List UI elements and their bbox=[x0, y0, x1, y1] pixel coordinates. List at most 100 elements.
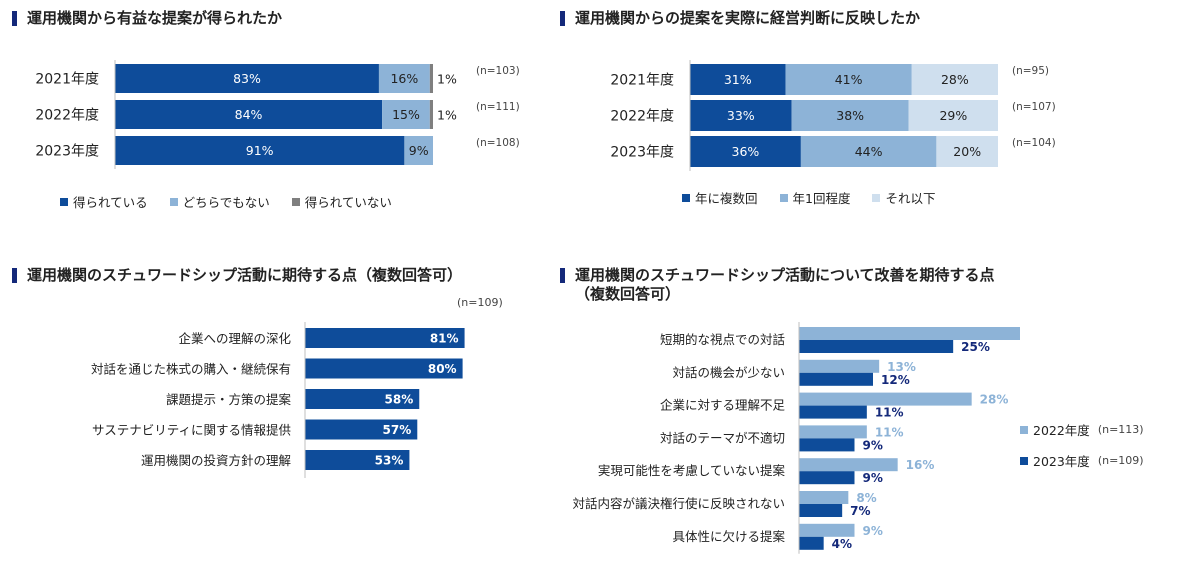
bar bbox=[799, 340, 954, 353]
bar bbox=[799, 392, 972, 406]
legend-label: それ以下 bbox=[885, 191, 936, 206]
category-label: 2023年度 bbox=[35, 144, 99, 160]
legend-item-multiple: 年に複数回 bbox=[682, 188, 758, 207]
bar bbox=[305, 389, 420, 409]
bar bbox=[799, 491, 849, 504]
bar bbox=[799, 425, 867, 439]
bar-segment bbox=[115, 100, 383, 129]
data-label: 28% bbox=[980, 393, 1009, 407]
chart-expectations: 企業への理解の深化 81% 対話を通じた株式の購入・継続保有 80% 課題提示・方策の提… bbox=[91, 322, 465, 478]
data-label: 1% bbox=[437, 72, 457, 87]
data-label: 20% bbox=[953, 144, 981, 159]
data-label: 16% bbox=[906, 458, 935, 472]
data-label: 80% bbox=[428, 362, 457, 376]
bar-segment bbox=[690, 100, 792, 131]
data-label: 41% bbox=[835, 72, 863, 87]
bar bbox=[799, 327, 1020, 340]
data-label: 7% bbox=[850, 504, 870, 518]
category-label: 対話を通じた株式の購入・継続保有 bbox=[91, 362, 291, 377]
category-label: サステナビリティに関する情報提供 bbox=[92, 423, 291, 438]
bar-segment bbox=[429, 100, 433, 129]
category-label: 2022年度 bbox=[35, 108, 99, 124]
bar bbox=[799, 471, 855, 485]
data-label: 1% bbox=[437, 108, 457, 123]
n-label: (n=108) bbox=[476, 137, 520, 149]
data-label: 84% bbox=[235, 107, 263, 122]
bar-segment bbox=[115, 136, 405, 165]
panel2-title-row: 運用機関からの提案を実際に経営判断に反映したか bbox=[560, 9, 920, 28]
legend-item-2023: 2023年度 (n=109) bbox=[1020, 451, 1144, 470]
legend-n: (n=109) bbox=[1097, 454, 1144, 467]
title-marker bbox=[12, 11, 17, 26]
data-label: 15% bbox=[392, 107, 420, 122]
legend-label: 2022年度 bbox=[1033, 423, 1090, 438]
legend-label: 得られている bbox=[73, 195, 148, 210]
data-label: 16% bbox=[390, 71, 418, 86]
bar-segment bbox=[378, 64, 430, 93]
chart-improvements: 短期的な視点での対話36%25%対話の機会が少ない13%12%企業に対する理解不… bbox=[572, 322, 1020, 554]
legend-n: (n=113) bbox=[1097, 423, 1144, 436]
bar-segment bbox=[690, 136, 801, 167]
bar-segment bbox=[429, 64, 433, 93]
bar-segment bbox=[800, 136, 937, 167]
bar-segment bbox=[404, 136, 433, 165]
category-label: 2021年度 bbox=[35, 72, 99, 88]
data-label: 44% bbox=[855, 144, 883, 159]
category-label: 短期的な視点での対話 bbox=[660, 332, 785, 347]
data-label: 33% bbox=[727, 108, 755, 123]
n-label: (n=103) bbox=[476, 65, 520, 77]
data-label: 11% bbox=[875, 406, 904, 420]
legend-label: 年に複数回 bbox=[695, 191, 758, 206]
category-label: 対話の機会が少ない bbox=[672, 365, 785, 380]
legend-item-no: 得られていない bbox=[291, 192, 392, 211]
category-label: 2022年度 bbox=[610, 109, 674, 125]
bar bbox=[305, 450, 410, 470]
panel1-title-row: 運用機関から有益な提案が得られたか bbox=[12, 9, 282, 28]
data-label: 83% bbox=[233, 71, 261, 86]
legend-item-once: 年1回程度 bbox=[779, 188, 851, 207]
bar bbox=[799, 372, 873, 386]
legend-label: 2023年度 bbox=[1033, 454, 1090, 469]
bar bbox=[799, 405, 867, 419]
bar bbox=[799, 359, 880, 373]
category-label: 具体性に欠ける提案 bbox=[672, 529, 785, 544]
panel3-n-label: (n=109) bbox=[457, 296, 503, 309]
data-label: 53% bbox=[375, 454, 404, 468]
panel3-title-row: 運用機関のスチュワードシップ活動に期待する点（複数回答可） bbox=[12, 266, 462, 285]
legend-swatch bbox=[1020, 425, 1028, 434]
title-marker bbox=[12, 268, 17, 283]
n-label: (n=104) bbox=[1012, 137, 1056, 149]
bar-segment bbox=[690, 64, 786, 95]
chart-usefulness: 2021年度 83% 16% 1% (n=103) 2022年度 84% 15% 1% (n=11… bbox=[35, 60, 520, 169]
data-label: 38% bbox=[836, 108, 864, 123]
data-label: 31% bbox=[724, 72, 752, 87]
legend-label: 年1回程度 bbox=[792, 191, 851, 206]
bar bbox=[799, 504, 843, 517]
title-marker bbox=[560, 268, 565, 283]
bar-segment bbox=[908, 100, 998, 131]
data-label: 9% bbox=[863, 471, 883, 485]
legend-swatch bbox=[1020, 456, 1028, 465]
bar-segment bbox=[911, 64, 998, 95]
panel1-title: 運用機関から有益な提案が得られたか bbox=[27, 9, 283, 27]
category-label: 運用機関の投資方針の理解 bbox=[141, 453, 291, 468]
legend-item-2022: 2022年度 (n=113) bbox=[1020, 420, 1144, 439]
bar-segment bbox=[936, 136, 998, 167]
data-label: 11% bbox=[875, 425, 904, 439]
panel4-legend: 2022年度 (n=113) 2023年度 (n=109) bbox=[1020, 420, 1144, 482]
legend-swatch bbox=[779, 193, 788, 202]
category-label: 対話内容が議決権行使に反映されない bbox=[572, 496, 785, 511]
legend-swatch bbox=[60, 197, 68, 206]
data-label: 58% bbox=[385, 393, 414, 407]
bar bbox=[799, 458, 898, 472]
data-label: 28% bbox=[941, 72, 969, 87]
panel3-title: 運用機関のスチュワードシップ活動に期待する点（複数回答可） bbox=[27, 266, 463, 284]
panel4-title-row: 運用機関のスチュワードシップ活動について改善を期待する点 （複数回答可） bbox=[560, 266, 995, 304]
title-marker bbox=[560, 11, 565, 26]
bar-segment bbox=[791, 100, 909, 131]
n-label: (n=111) bbox=[476, 101, 520, 113]
bar bbox=[305, 328, 465, 348]
legend-label: どちらでもない bbox=[182, 195, 270, 210]
data-label: 9% bbox=[409, 143, 429, 158]
bar bbox=[305, 419, 418, 440]
